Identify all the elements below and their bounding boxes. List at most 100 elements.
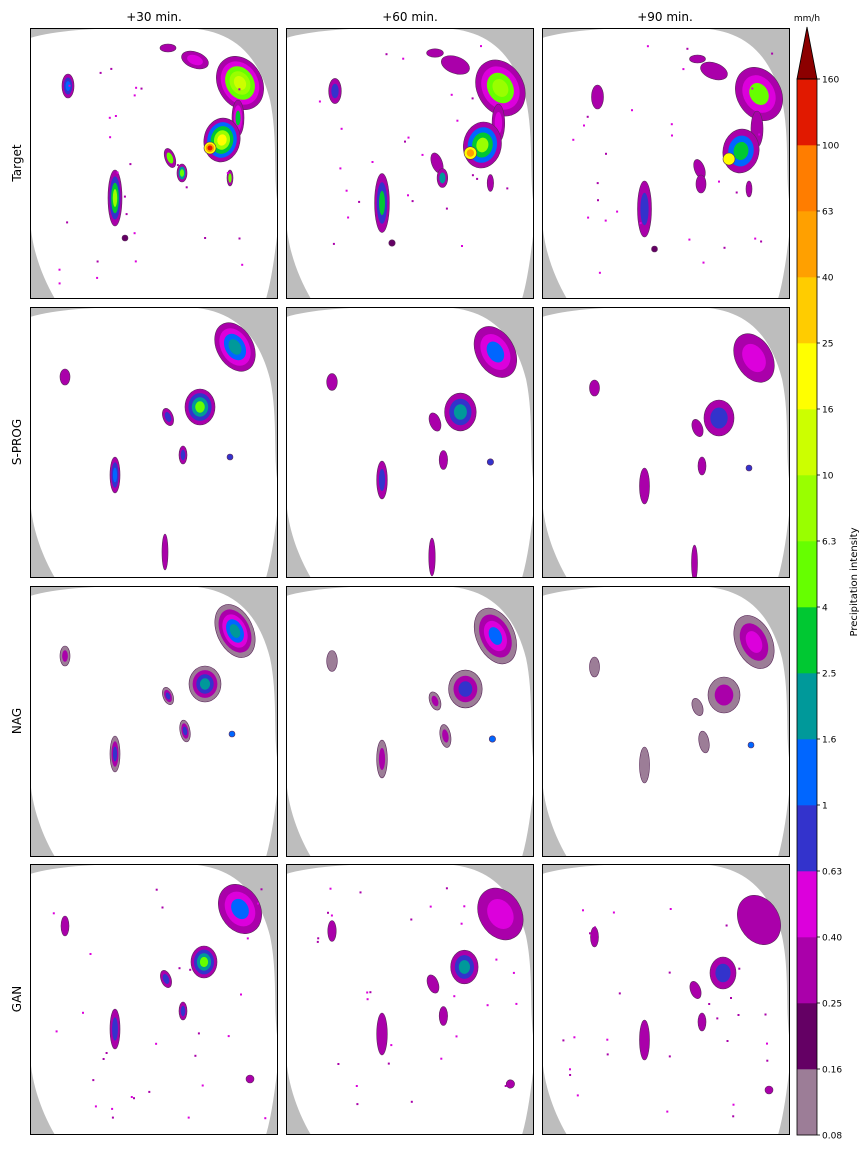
precip-cell — [231, 898, 249, 920]
precip-speck — [573, 1036, 576, 1039]
precip-speck — [598, 271, 601, 274]
precip-speck — [140, 87, 143, 90]
panel-frame — [30, 28, 278, 299]
panel-nag-0 — [30, 585, 278, 857]
precip-cell — [426, 48, 444, 58]
colorbar-band-6 — [797, 673, 817, 740]
precip-cell — [235, 110, 241, 126]
precip-cell — [486, 174, 494, 192]
precip-speck — [572, 138, 575, 141]
precip-speck — [461, 245, 463, 247]
precip-cell — [488, 735, 496, 743]
precip-cell — [488, 627, 503, 645]
panel-frame — [542, 28, 790, 299]
precip-speck — [606, 1038, 609, 1041]
precip-speck — [670, 123, 673, 126]
precip-cell — [698, 730, 710, 754]
precip-cell — [476, 137, 489, 153]
precip-speck — [708, 1003, 711, 1005]
panel-frame — [286, 586, 534, 857]
precip-cell — [745, 180, 753, 198]
precip-cell — [745, 631, 763, 653]
column-title-60: +60 min. — [382, 10, 438, 24]
precip-speck — [318, 100, 321, 103]
precip-speck — [189, 968, 192, 971]
precip-speck — [455, 1035, 458, 1038]
precip-speck — [92, 1079, 95, 1082]
colorbar-tick-label: 25 — [822, 340, 833, 350]
precip-speck — [114, 115, 117, 117]
precip-speck — [58, 282, 61, 285]
precip-speck — [407, 136, 410, 139]
precip-cell — [228, 339, 242, 355]
precip-cell — [695, 174, 707, 194]
precip-speck — [240, 993, 242, 996]
precip-speck — [176, 164, 179, 167]
precip-speck — [421, 153, 424, 156]
panel-s-prog-0 — [30, 306, 278, 578]
precip-speck — [133, 94, 136, 97]
precip-speck — [194, 1054, 197, 1057]
precip-speck — [730, 997, 732, 999]
panel-s-prog-1 — [286, 306, 534, 578]
precip-speck — [329, 887, 332, 890]
precip-cell — [689, 981, 702, 999]
precip-cell — [505, 1079, 515, 1089]
precip-cell — [228, 173, 232, 183]
panel-nag-2 — [542, 585, 790, 857]
precip-speck — [123, 195, 126, 198]
precip-speck — [616, 210, 619, 213]
precip-speck — [504, 1085, 507, 1087]
precip-speck — [639, 222, 642, 225]
precip-speck — [359, 891, 362, 894]
precip-speck — [155, 1042, 158, 1045]
precip-cell — [639, 746, 650, 784]
precip-speck — [495, 958, 498, 961]
precip-speck — [68, 84, 71, 87]
colorbar-tick-label: 2.5 — [822, 670, 836, 680]
colorbar-band-10 — [797, 409, 817, 476]
precip-speck — [725, 924, 728, 927]
precip-speck — [161, 906, 164, 909]
precip-cell — [737, 895, 781, 945]
panel-frame — [30, 307, 278, 578]
column-title-30: +30 min. — [126, 10, 182, 24]
precip-cell — [162, 974, 170, 984]
precip-cell — [180, 449, 186, 461]
precip-speck — [666, 1110, 669, 1113]
colorbar-tick-label: 10 — [822, 472, 834, 482]
panel-frame — [286, 28, 534, 299]
colorbar-tick-label: 16 — [822, 406, 834, 416]
precip-speck — [52, 912, 55, 915]
panel-gan-0 — [30, 863, 278, 1135]
panel-target-1 — [286, 27, 534, 299]
precip-speck — [135, 86, 138, 89]
precip-cell — [439, 172, 446, 184]
precip-speck — [246, 937, 249, 940]
precip-speck — [94, 1105, 97, 1108]
precip-speck — [241, 263, 244, 266]
radar-domain — [30, 306, 278, 578]
precip-cell — [161, 533, 169, 571]
precip-speck — [96, 276, 99, 279]
precip-cell — [207, 145, 213, 151]
precip-speck — [735, 191, 738, 194]
precip-speck — [102, 1058, 105, 1060]
precip-speck — [686, 47, 689, 50]
precip-cell — [487, 898, 514, 930]
precip-speck — [133, 1097, 135, 1100]
precip-cell — [700, 61, 728, 81]
precip-cell — [691, 698, 704, 716]
precip-speck — [96, 260, 99, 263]
precip-speck — [410, 1100, 413, 1103]
colorbar-tick-label: 0.08 — [822, 1132, 842, 1142]
panel-nag-1 — [286, 585, 534, 857]
precip-speck — [434, 53, 437, 56]
colorbar-tick-label: 100 — [822, 142, 839, 152]
panel-frame — [286, 307, 534, 578]
row-label-target: Target — [10, 144, 24, 182]
colorbar-ticks: 0.08 0.16 0.25 0.40 0.63 1 1.6 2.5 4 6.3 10 16 25 40 6… — [817, 76, 842, 1142]
radar-domain — [286, 585, 534, 857]
precip-cell — [199, 956, 209, 968]
precip-speck — [682, 68, 685, 71]
